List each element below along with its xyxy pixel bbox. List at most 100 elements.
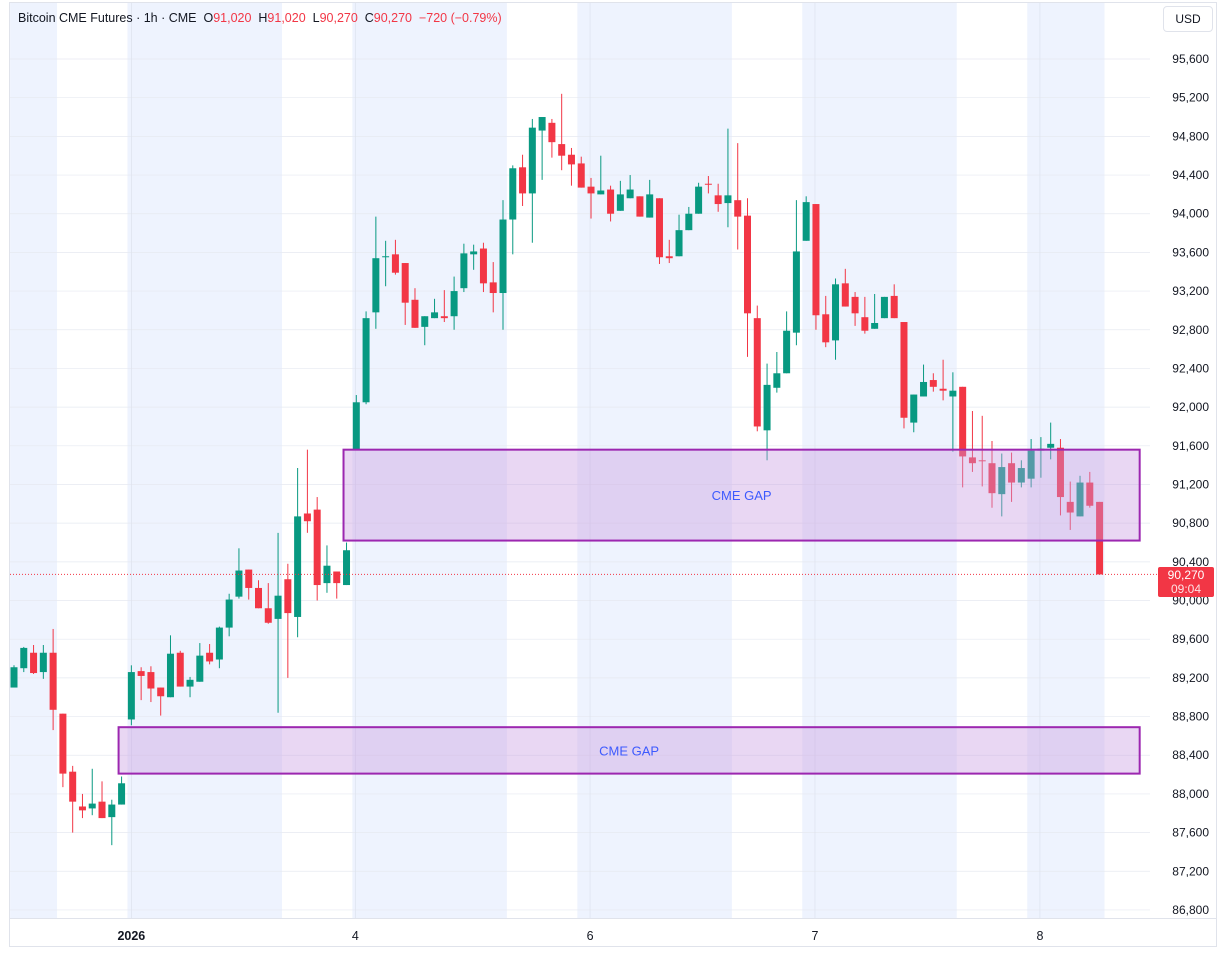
- candle-body: [1047, 443, 1055, 448]
- candle-body: [861, 317, 869, 331]
- y-tick-label: 91,200: [1172, 477, 1209, 491]
- candle: [108, 799, 116, 846]
- candle: [206, 644, 214, 665]
- candle: [646, 179, 654, 218]
- candle-body: [274, 595, 282, 619]
- candle-body: [157, 687, 165, 697]
- candle-body: [343, 550, 351, 586]
- candle-body: [988, 463, 996, 494]
- y-tick-label: 88,400: [1172, 748, 1209, 762]
- candle-body: [577, 163, 585, 188]
- session-band: [127, 3, 282, 918]
- candle-body: [431, 312, 439, 319]
- candle-body: [655, 198, 663, 258]
- candle-body: [1008, 463, 1016, 483]
- candle: [431, 298, 439, 319]
- candle-body: [166, 653, 174, 698]
- y-tick-label: 90,800: [1172, 516, 1209, 530]
- candle-body: [910, 394, 918, 423]
- candle: [137, 667, 145, 701]
- candle: [127, 665, 135, 726]
- close-value: 90,270: [373, 11, 413, 25]
- candle-body: [616, 194, 624, 211]
- candle-body: [225, 599, 233, 628]
- candle: [597, 155, 605, 195]
- candle-body: [401, 263, 409, 303]
- candle: [734, 143, 742, 250]
- candle-body: [968, 457, 976, 464]
- candle-body: [313, 509, 321, 586]
- high-label: H: [258, 11, 268, 25]
- y-tick-label: 92,400: [1172, 361, 1209, 375]
- currency-button[interactable]: USD: [1163, 6, 1213, 32]
- candle: [1056, 439, 1064, 516]
- candle: [235, 548, 243, 599]
- candle: [176, 650, 184, 687]
- candle: [323, 545, 331, 593]
- candle-body: [763, 384, 771, 431]
- candle-body: [284, 579, 292, 614]
- candle-body: [235, 570, 243, 597]
- x-tick-label: 2026: [117, 929, 145, 943]
- candle-body: [871, 322, 879, 329]
- candle: [851, 292, 859, 326]
- candle-body: [528, 127, 536, 194]
- y-tick-label: 90,400: [1172, 555, 1209, 569]
- change-value: −720 (−0.79%): [418, 11, 502, 25]
- candle-body: [264, 608, 272, 623]
- candle-body: [744, 215, 751, 314]
- candle-body: [49, 652, 57, 710]
- candle: [871, 293, 879, 329]
- candle-body: [773, 373, 781, 388]
- candle-body: [489, 282, 497, 294]
- candle: [470, 244, 478, 270]
- candle: [988, 440, 996, 508]
- candle: [391, 239, 399, 275]
- x-tick-label: 8: [1036, 929, 1043, 943]
- candle-body: [675, 230, 683, 257]
- last-price: 90,270: [1167, 568, 1205, 582]
- candle: [10, 665, 18, 688]
- candle-body: [323, 565, 331, 584]
- candle-body: [1056, 447, 1064, 498]
- candle: [1096, 501, 1104, 575]
- candle-body: [118, 783, 126, 805]
- candle-body: [196, 655, 204, 682]
- candle: [274, 532, 282, 713]
- candle-body: [78, 806, 86, 811]
- candle-body: [665, 256, 673, 259]
- y-tick-label: 95,600: [1172, 52, 1209, 66]
- candle-body: [411, 299, 419, 328]
- candle-body: [851, 296, 859, 314]
- candle: [558, 93, 566, 171]
- candle: [1017, 460, 1025, 488]
- candle: [519, 154, 527, 206]
- symbol-title: Bitcoin CME Futures · 1h · CME: [18, 11, 197, 25]
- x-tick-label: 6: [587, 929, 594, 943]
- candle: [968, 410, 976, 472]
- candle-body: [69, 771, 77, 802]
- candle-body: [460, 253, 468, 289]
- candle-body: [548, 122, 556, 143]
- candle-body: [245, 569, 253, 588]
- candle: [157, 687, 165, 716]
- candle-body: [1017, 468, 1025, 483]
- candle-body: [998, 467, 1006, 495]
- symbol-legend: Bitcoin CME Futures · 1h · CME O91,020 H…: [18, 11, 502, 25]
- candle-body: [147, 672, 155, 689]
- candle-body: [783, 330, 791, 374]
- candle-body: [880, 296, 888, 319]
- candle: [626, 175, 634, 199]
- candle-body: [646, 194, 654, 218]
- candle: [655, 198, 663, 265]
- candle: [577, 156, 585, 188]
- candle: [30, 645, 38, 675]
- y-tick-label: 95,200: [1172, 91, 1209, 105]
- candle-body: [30, 652, 38, 674]
- candle: [264, 583, 272, 624]
- candle: [773, 352, 781, 393]
- candle-body: [920, 381, 928, 397]
- candle: [695, 182, 703, 214]
- candle: [763, 363, 771, 461]
